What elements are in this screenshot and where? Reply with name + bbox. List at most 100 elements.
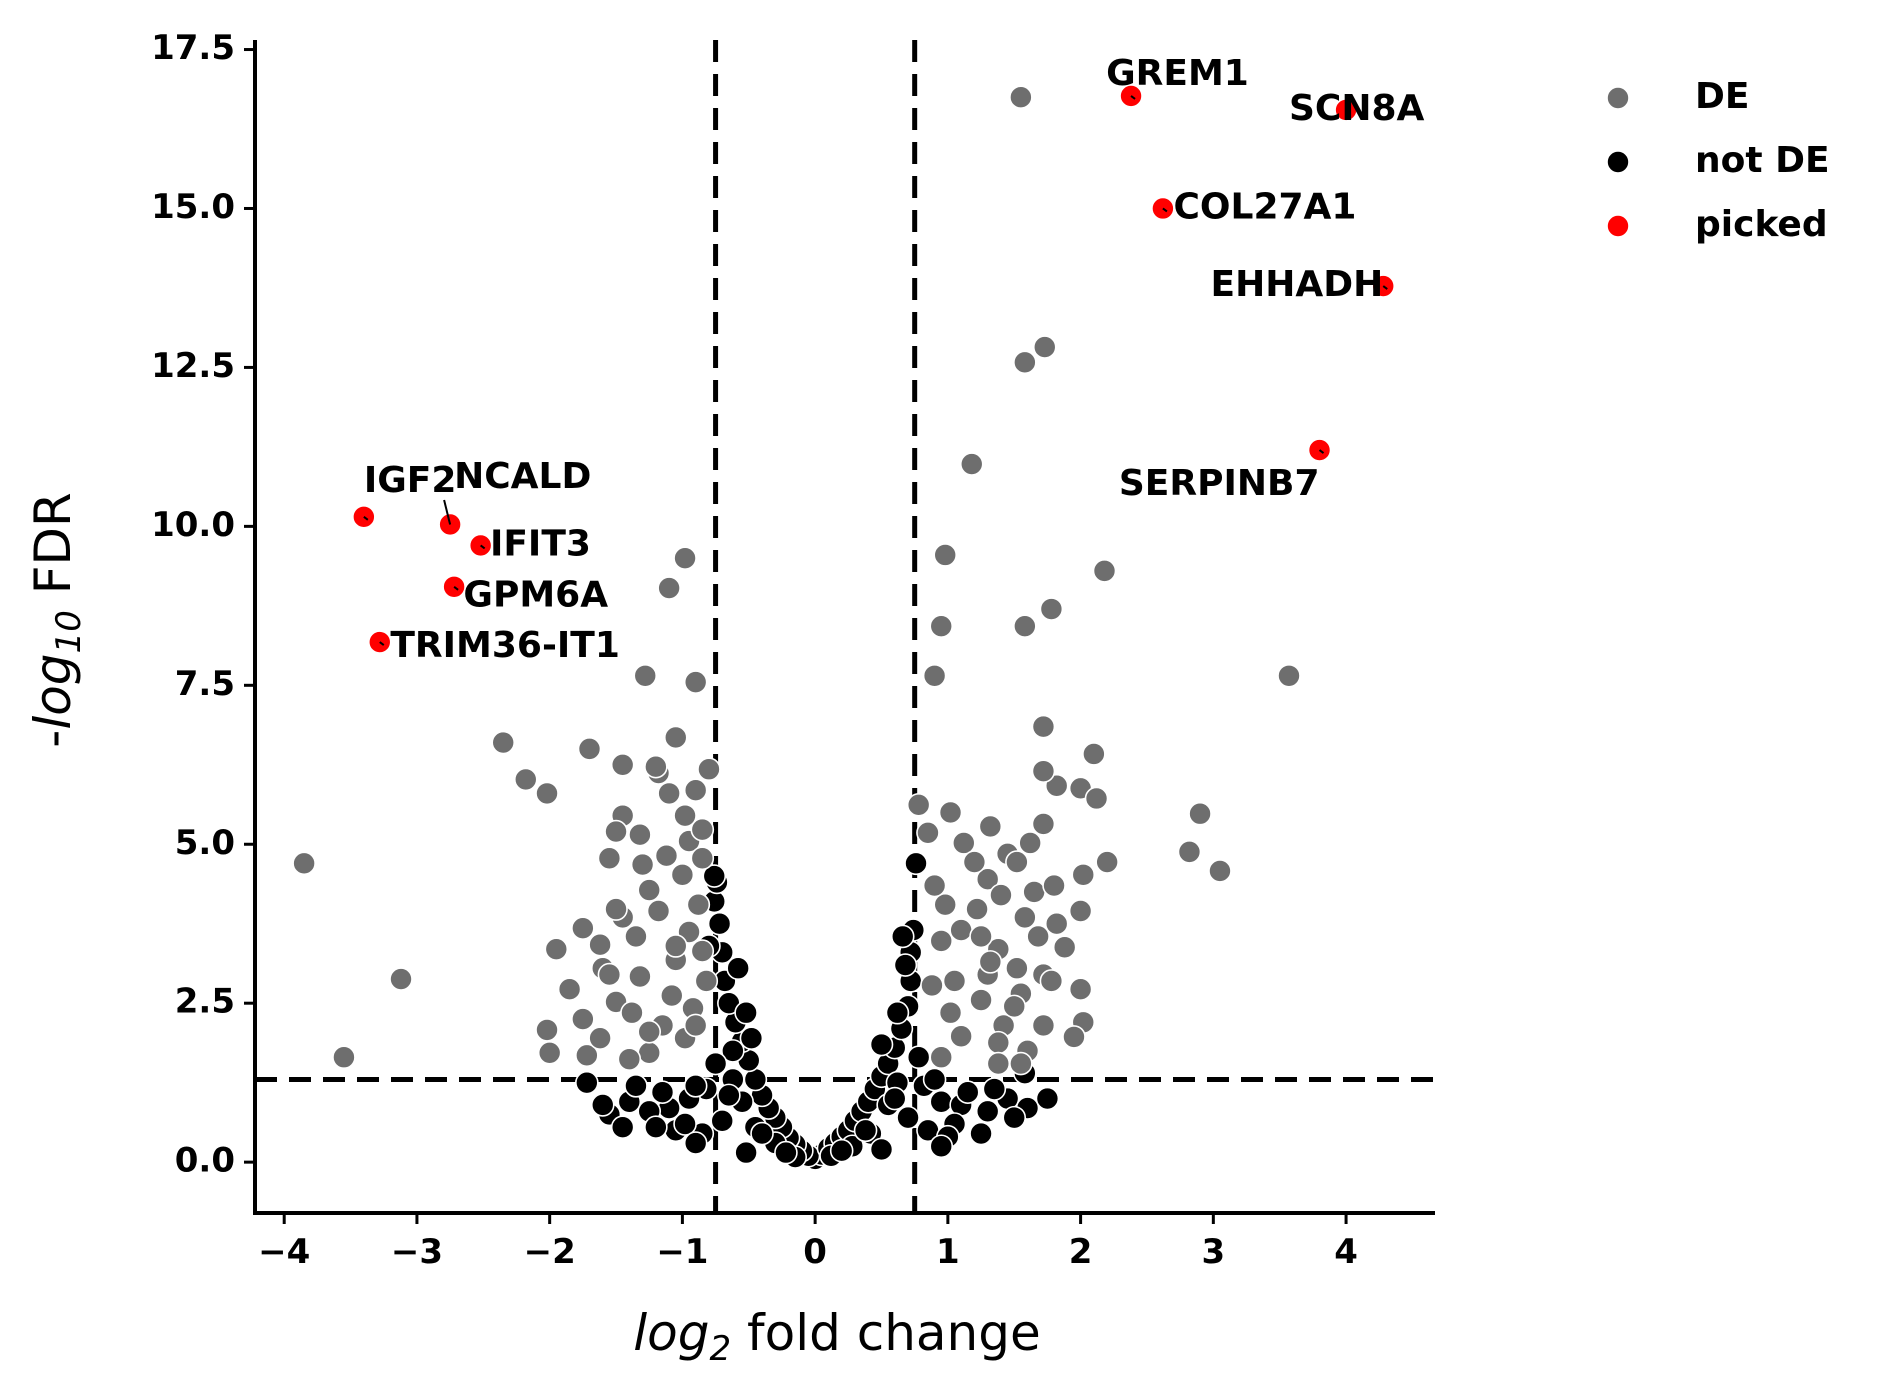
gene-label: IFIT3: [490, 523, 591, 564]
point-de: [557, 977, 582, 1002]
x-axis-title: log2 fold change: [633, 1304, 1041, 1369]
point-de: [1068, 977, 1093, 1002]
gene-label: COL27A1: [1174, 186, 1357, 227]
y-axis-title: -log10 FDR: [24, 492, 89, 747]
point-de: [577, 737, 602, 761]
point-de: [1044, 911, 1069, 936]
point-de: [1013, 350, 1037, 375]
point-not-de: [683, 1074, 708, 1098]
point-de: [1071, 862, 1096, 887]
point-not-de: [707, 911, 732, 936]
point-de: [697, 757, 721, 782]
point-de: [686, 892, 711, 917]
y-tick-label: 10.0: [151, 505, 235, 545]
point-de: [986, 1051, 1011, 1076]
point-not-de: [929, 1134, 954, 1159]
point-not-de: [590, 1093, 615, 1117]
point-de: [673, 546, 697, 570]
gene-label: SERPINB7: [1119, 463, 1320, 504]
data-points: [292, 84, 1396, 1171]
point-de: [920, 973, 944, 998]
gene-label: GPM6A: [463, 574, 608, 615]
point-de: [1095, 850, 1119, 874]
point-de: [929, 614, 954, 638]
x-tick-label: −3: [391, 1232, 443, 1272]
point-not-de: [869, 1032, 894, 1057]
x-tick-label: −4: [258, 1232, 310, 1272]
y-tick-label: 12.5: [151, 346, 235, 386]
y-tick-label: 2.5: [175, 982, 235, 1022]
point-not-de: [734, 1000, 758, 1025]
point-de: [604, 819, 628, 844]
point-de: [1032, 335, 1057, 359]
point-not-de: [829, 1138, 854, 1163]
x-tick-label: 4: [1334, 1232, 1358, 1272]
point-de: [1039, 597, 1064, 621]
point-not-de: [683, 1131, 708, 1155]
point-de: [637, 878, 662, 902]
point-de: [1092, 559, 1117, 583]
point-de: [690, 817, 715, 842]
annotation-leader-line: [363, 516, 369, 521]
point-de: [537, 1040, 562, 1065]
point-de: [588, 1026, 612, 1050]
point-de: [1277, 663, 1301, 688]
y-tick-label: 17.5: [151, 28, 235, 68]
point-not-de: [969, 1121, 993, 1146]
point-de: [1177, 840, 1202, 864]
point-de: [975, 867, 1000, 892]
point-not-de: [982, 1077, 1007, 1101]
x-tick-label: 0: [803, 1232, 827, 1272]
x-tick-label: 3: [1201, 1232, 1225, 1272]
point-de: [942, 969, 967, 993]
point-de: [1005, 956, 1029, 981]
point-de: [938, 1000, 963, 1025]
point-de: [906, 793, 931, 817]
point-de: [1009, 85, 1033, 110]
point-de: [292, 851, 316, 876]
point-not-de: [624, 1074, 648, 1098]
point-de: [1084, 786, 1109, 811]
legend-marker: [1606, 86, 1630, 110]
point-de: [951, 831, 976, 855]
point-de: [624, 924, 648, 949]
point-de: [683, 778, 708, 803]
point-not-de: [955, 1080, 980, 1105]
point-de: [654, 843, 679, 868]
threshold-lines: [255, 40, 1435, 1213]
y-axis-title-var: log: [24, 653, 82, 729]
point-not-de: [1035, 1086, 1060, 1111]
point-de: [575, 1043, 599, 1068]
point-de: [1068, 899, 1093, 923]
point-not-de: [922, 1067, 947, 1092]
point-de: [1005, 850, 1029, 874]
legend-label: picked: [1695, 204, 1828, 245]
point-not-de: [703, 1051, 728, 1076]
point-not-de: [893, 953, 918, 977]
point-de: [389, 967, 413, 991]
point-de: [644, 754, 668, 779]
y-axis-title-prefix: -: [24, 730, 82, 748]
point-de: [1082, 742, 1106, 766]
axes: −4 −3 −2 −1 0 1 2 3 4 0.0 2.5 5.0 7.5 10.0 12.5 15.0 17.…: [151, 28, 1435, 1272]
annotation-leader-line: [1130, 95, 1136, 100]
point-de: [617, 1047, 642, 1071]
point-de: [673, 803, 697, 828]
point-de: [1062, 1025, 1086, 1049]
point-not-de: [750, 1121, 774, 1146]
point-de: [628, 822, 652, 847]
point-de: [610, 752, 635, 777]
point-not-de: [853, 1118, 878, 1143]
point-not-de: [717, 1083, 741, 1108]
legend-marker: [1606, 214, 1630, 238]
annotation-leader-line: [443, 499, 452, 525]
point-de: [597, 846, 622, 871]
point-not-de: [721, 1039, 745, 1063]
point-de: [544, 937, 569, 961]
point-not-de: [1002, 1105, 1027, 1130]
point-not-de: [896, 1105, 920, 1130]
point-de: [1002, 994, 1027, 1019]
point-de: [989, 883, 1013, 907]
point-de: [690, 939, 715, 963]
point-de: [633, 663, 658, 688]
